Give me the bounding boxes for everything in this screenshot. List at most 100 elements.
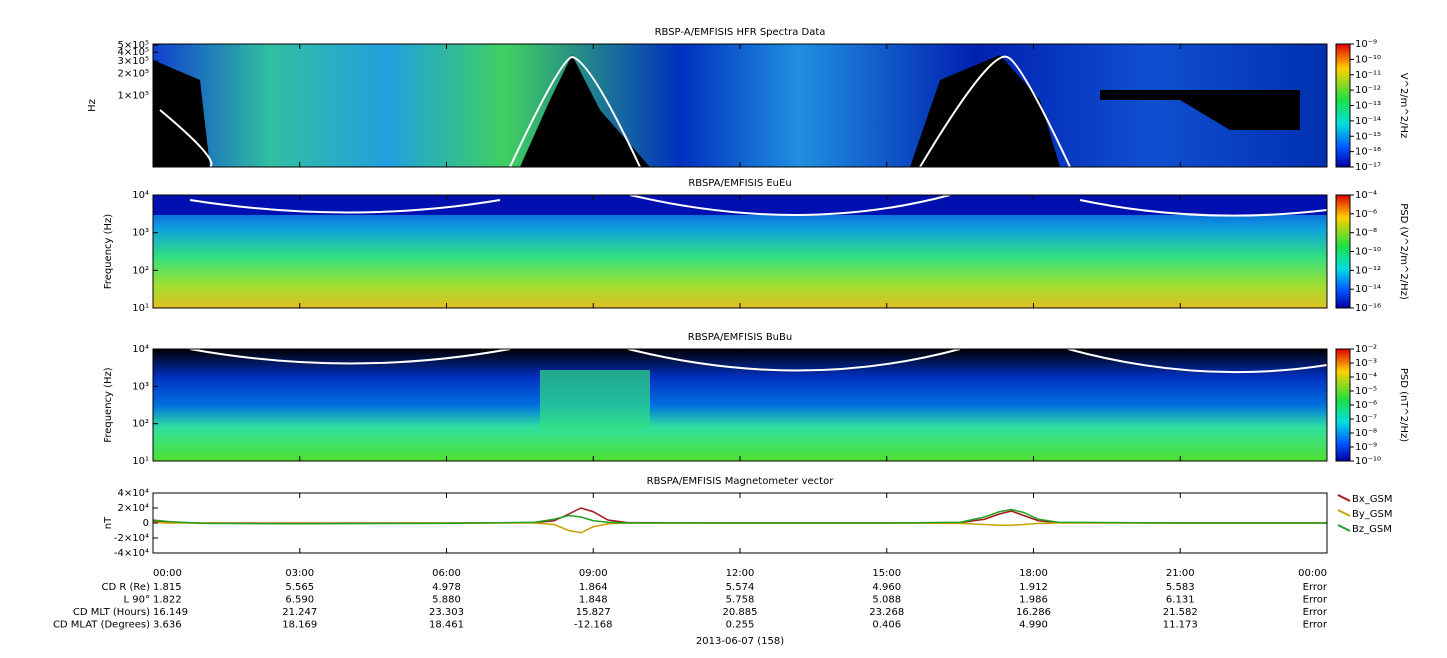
y-tick-label: -4×10⁴ — [114, 548, 149, 559]
ephemeris-value: 1.815 — [153, 582, 182, 593]
ephemeris-value: 0.255 — [726, 620, 755, 631]
y-axis-label: nT — [103, 516, 114, 529]
y-tick-label: 3×10⁵ — [118, 56, 149, 67]
ephemeris-value: 5.088 — [872, 595, 901, 606]
colorbar-tick-label: 10⁻⁸ — [1355, 228, 1377, 239]
colorbar-tick-label: 10⁻⁹ — [1355, 442, 1377, 453]
colorbar-tick-label: 10⁻¹³ — [1355, 101, 1381, 112]
colorbar-tick-label: 10⁻¹² — [1355, 85, 1381, 96]
y-tick-label: 4×10⁴ — [118, 488, 149, 499]
series-line — [152, 508, 1327, 525]
x-tick-label: 00:00 — [153, 568, 182, 579]
date-label: 2013-06-07 (158) — [696, 636, 784, 647]
ephemeris-label: L 90° — [124, 595, 150, 606]
ephemeris-value: Error — [1303, 595, 1328, 606]
colorbar — [1335, 194, 1351, 309]
colorbar-tick-label: 10⁻⁸ — [1355, 428, 1377, 439]
ephemeris-value: 1.822 — [153, 595, 182, 606]
ephemeris-value: 21.582 — [1163, 607, 1198, 618]
y-tick-label: 10³ — [132, 381, 149, 392]
ephemeris-label: CD MLT (Hours) — [73, 607, 150, 618]
ephemeris-value: 15.827 — [576, 607, 611, 618]
ephemeris-value: 6.590 — [285, 595, 314, 606]
spectrogram-images — [153, 44, 1328, 461]
legend-swatch — [1337, 524, 1351, 532]
y-tick-label: 5×10⁵ — [118, 40, 149, 51]
y-tick-label: 0 — [143, 518, 149, 529]
ephemeris-label: CD R (Re) — [102, 582, 151, 593]
y-axis-label: Hz — [87, 99, 98, 112]
colorbar — [1335, 43, 1351, 168]
colorbar-tick-label: 10⁻¹¹ — [1355, 70, 1381, 81]
ephemeris-value: 16.286 — [1016, 607, 1051, 618]
ephemeris-value: 1.986 — [1019, 595, 1048, 606]
ephemeris-label: CD MLAT (Degrees) — [53, 620, 150, 631]
ephemeris-value: -12.168 — [574, 620, 613, 631]
spectrogram-patch — [540, 370, 650, 430]
y-tick-label: 2×10⁴ — [118, 503, 149, 514]
y-tick-label: 2×10⁵ — [118, 69, 149, 80]
ephemeris-value: 5.758 — [726, 595, 755, 606]
ephemeris-value: 0.406 — [872, 620, 901, 631]
colorbar-tick-label: 10⁻⁷ — [1355, 414, 1377, 425]
ephemeris-value: Error — [1303, 620, 1328, 631]
ephemeris-value: 21.247 — [282, 607, 317, 618]
panel-title: RBSPA/EMFISIS EuEu — [688, 178, 791, 189]
ephemeris-value: 23.303 — [429, 607, 464, 618]
ephemeris-value: 5.583 — [1166, 582, 1195, 593]
x-tick-label: 03:00 — [285, 568, 314, 579]
colorbar-tick-label: 10⁻² — [1355, 344, 1377, 355]
colorbar-tick-label: 10⁻¹⁶ — [1355, 147, 1381, 158]
colorbar-tick-label: 10⁻⁴ — [1355, 372, 1377, 383]
ephemeris-value: 1.848 — [579, 595, 608, 606]
panel-title: RBSP-A/EMFISIS HFR Spectra Data — [655, 27, 826, 38]
colorbar-tick-label: 10⁻⁹ — [1355, 39, 1377, 50]
colorbar-label: V^2/m^2/Hz — [1398, 73, 1409, 139]
ephemeris-value: 3.636 — [153, 620, 182, 631]
colorbar-tick-label: 10⁻¹⁷ — [1355, 162, 1381, 173]
colorbar-tick-label: 10⁻¹⁴ — [1355, 284, 1381, 295]
ephemeris-value: Error — [1303, 582, 1328, 593]
y-tick-label: 10¹ — [132, 303, 149, 314]
ephemeris-value: 4.960 — [872, 582, 901, 593]
ephemeris-value: 4.990 — [1019, 620, 1048, 631]
colorbar-tick-label: 10⁻¹² — [1355, 265, 1381, 276]
plasma-line — [189, 194, 1328, 217]
ephemeris-value: 18.169 — [282, 620, 317, 631]
colorbar-tick-label: 10⁻¹⁰ — [1355, 247, 1381, 258]
ephemeris-value: 5.880 — [432, 595, 461, 606]
colorbar-tick-label: 10⁻⁴ — [1355, 190, 1377, 201]
y-tick-label: 10³ — [132, 228, 149, 239]
colorbar-tick-label: 10⁻³ — [1355, 358, 1377, 369]
ephemeris-value: Error — [1303, 607, 1328, 618]
colorbar-tick-label: 10⁻¹⁴ — [1355, 116, 1381, 127]
y-tick-label: 10¹ — [132, 456, 149, 467]
legend-swatch — [1337, 509, 1351, 517]
colorbar-tick-label: 10⁻¹⁰ — [1355, 54, 1381, 65]
y-axis-label: Frequency (Hz) — [103, 367, 114, 443]
ephemeris-value: 18.461 — [429, 620, 464, 631]
colorbar-tick-label: 10⁻¹⁰ — [1355, 456, 1381, 467]
ephemeris-value: 23.268 — [869, 607, 904, 618]
y-axis-label: Frequency (Hz) — [103, 214, 114, 290]
ephemeris-value: 20.885 — [723, 607, 758, 618]
panel-title: RBSPA/EMFISIS Magnetometer vector — [647, 476, 835, 487]
colorbar-tick-label: 10⁻⁵ — [1355, 386, 1377, 397]
legend-label: Bz_GSM — [1352, 524, 1392, 535]
ephemeris-value: 6.131 — [1166, 595, 1195, 606]
x-tick-label: 06:00 — [432, 568, 461, 579]
colorbar-tick-label: 10⁻¹⁵ — [1355, 131, 1381, 142]
x-tick-label: 21:00 — [1166, 568, 1195, 579]
panel-title: RBSPA/EMFISIS BuBu — [688, 332, 792, 343]
y-tick-label: 10² — [132, 265, 149, 276]
plasma-line — [159, 55, 1071, 168]
colorbar-tick-label: 10⁻⁶ — [1355, 400, 1377, 411]
ephemeris-value: 1.912 — [1019, 582, 1048, 593]
ephemeris-value: 11.173 — [1163, 620, 1198, 631]
plasma-line — [189, 348, 1328, 374]
spectrogram — [153, 44, 1327, 167]
ephemeris-value: 1.864 — [579, 582, 608, 593]
x-tick-label: 00:00 — [1298, 568, 1327, 579]
x-tick-label: 15:00 — [872, 568, 901, 579]
